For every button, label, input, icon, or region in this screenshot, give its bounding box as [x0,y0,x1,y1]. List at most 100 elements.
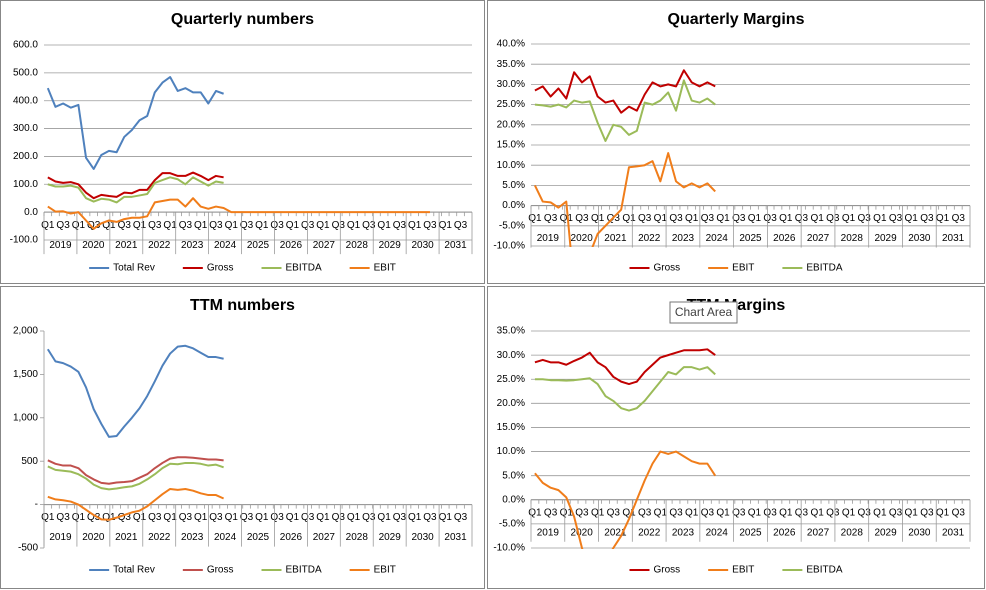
x-tick-label: Q1 [873,213,887,224]
x-tick-label: Q1 [133,512,147,523]
x-tick-label: Q1 [528,507,542,518]
x-group-label: 2027 [313,532,336,543]
x-tick-label: Q1 [316,512,330,523]
y-tick-label: 5.0% [502,470,525,481]
legend-label: EBIT [374,565,396,576]
legend-label: EBITDA [806,565,842,576]
x-tick-label: Q3 [454,220,468,231]
series-line [47,176,224,204]
x-group-label: 2020 [571,233,594,244]
x-tick-label: Q3 [920,507,934,518]
x-group-label: 2030 [908,527,931,538]
legend-label: Gross [653,263,680,274]
x-tick-label: Q3 [362,220,376,231]
legend-label: EBITDA [286,565,322,576]
x-tick-label: Q3 [575,507,589,518]
legend-item: EBIT [708,565,754,576]
x-tick-label: Q1 [810,507,824,518]
chart-area[interactable] [0,286,485,589]
x-tick-label: Q3 [240,220,254,231]
x-tick-label: Q3 [544,507,558,518]
x-group-label: 2026 [280,240,303,251]
x-tick-label: Q1 [622,213,636,224]
x-tick-label: Q1 [654,507,668,518]
x-tick-label: Q1 [905,507,919,518]
x-group-label: 2028 [841,233,864,244]
x-tick-label: Q1 [133,220,147,231]
x-tick-label: Q1 [316,220,330,231]
chart-area[interactable] [487,286,985,589]
y-tick-label: 2,000 [13,326,38,337]
legend: Total Rev Gross EBITDA EBIT [89,565,396,576]
x-group-label: 2019 [537,233,560,244]
y-tick-label: 10.0% [497,446,525,457]
y-tick-label: -500 [18,543,38,554]
y-tick-label: 400.0 [13,95,38,106]
legend-item: EBIT [349,263,396,274]
x-group-label: 2027 [807,527,830,538]
legend-label: Total Rev [113,565,155,576]
y-tick-label: -100.0 [10,235,39,246]
legend: Gross EBIT EBITDA [629,565,843,576]
chart-panel[interactable]: Quarterly Margins 40.0% 35.0% 30.0% 25.0% 20.… [487,0,985,327]
x-group-label: 2025 [247,240,270,251]
x-tick-label: Q3 [795,213,809,224]
y-tick-label: 25.0% [497,374,525,385]
x-tick-label: Q3 [795,507,809,518]
series-line [534,366,716,412]
legend-label: Gross [207,565,234,576]
y-tick-label: 600.0 [13,40,38,51]
y-tick-label: -5.0% [499,220,525,231]
x-tick-label: Q3 [148,512,162,523]
x-tick-label: Q1 [377,220,391,231]
x-tick-label: Q3 [270,220,284,231]
x-tick-label: Q1 [255,512,269,523]
x-tick-label: Q1 [347,220,361,231]
x-tick-label: Q3 [889,213,903,224]
y-tick-label: 10.0% [497,160,525,171]
x-tick-label: Q1 [286,512,300,523]
chart-area[interactable] [0,0,485,284]
x-group-label: 2022 [638,233,661,244]
y-tick-label: 0.0% [502,494,525,505]
y-tick-label: 35.0% [497,59,525,70]
x-tick-label: Q3 [301,220,315,231]
x-tick-label: Q3 [240,512,254,523]
x-tick-label: Q3 [732,507,746,518]
x-group-label: 2023 [672,527,695,538]
x-tick-label: Q1 [873,507,887,518]
x-tick-label: Q3 [701,213,715,224]
x-group-label: 2022 [638,527,661,538]
x-tick-label: Q3 [118,220,132,231]
legend-item: EBIT [349,565,396,576]
x-tick-label: Q3 [209,512,223,523]
x-tick-label: Q1 [439,512,453,523]
series-line [534,69,716,114]
y-tick-label: -10.0% [493,241,525,252]
x-tick-label: Q1 [439,220,453,231]
x-group-label: 2026 [280,532,303,543]
x-tick-label: Q1 [654,213,668,224]
x-group-label: 2020 [82,240,105,251]
x-group-label: 2031 [942,233,965,244]
x-tick-label: Q1 [810,213,824,224]
x-group-label: 2021 [604,233,627,244]
x-group-label: 2019 [49,240,72,251]
chart-panel[interactable]: TTM Margins35.0%30.0%25.0%20.0%15.0%10.0… [487,286,985,589]
x-tick-label: Q1 [225,220,239,231]
legend-item: Gross [629,565,680,576]
x-group-label: 2030 [411,240,434,251]
legend-item: EBIT [708,263,754,274]
x-tick-label: Q1 [72,220,86,231]
y-tick-label: 1,500 [13,369,38,380]
legend-item: EBITDA [261,565,322,576]
y-tick-label: 5.0% [502,180,525,191]
legend: Total Rev Gross EBITDA EBIT [89,263,396,274]
y-tick-label: 15.0% [497,422,525,433]
x-tick-label: Q3 [56,512,70,523]
chart-panel[interactable]: Quarterly numbers 600.0 500.0 400.0 300.0 200… [0,0,485,284]
x-tick-label: Q3 [920,213,934,224]
y-tick-label: 35.0% [497,326,525,337]
